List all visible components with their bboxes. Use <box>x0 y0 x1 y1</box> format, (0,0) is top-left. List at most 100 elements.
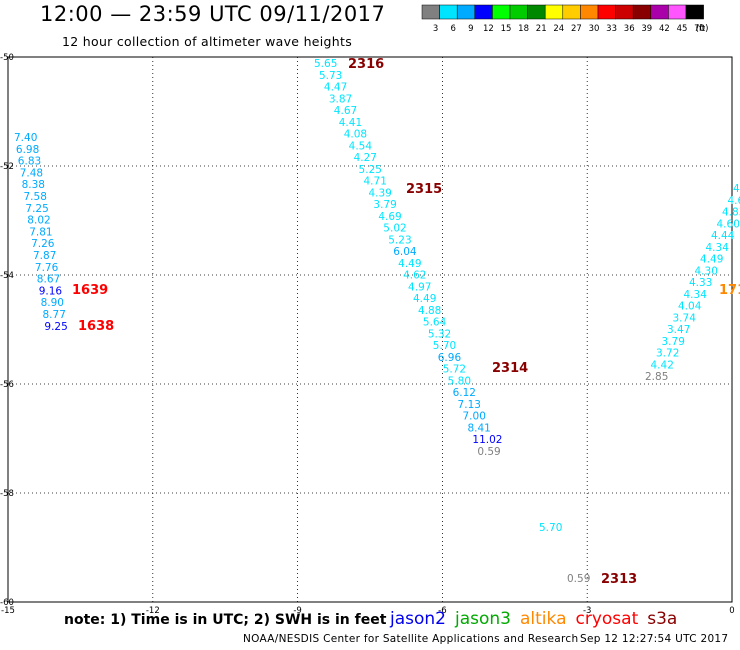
latitude-tick-label: -54 <box>0 271 14 281</box>
wave-height-reading: 9.25 <box>44 321 67 333</box>
wave-height-reading: 4.39 <box>368 187 391 199</box>
wave-height-reading: 2.85 <box>645 371 668 383</box>
wave-height-reading: 4.34 <box>684 289 708 301</box>
wave-height-reading: 5.23 <box>388 234 411 246</box>
wave-height-reading: 4.54 <box>349 140 373 152</box>
wave-height-reading: 4.49 <box>413 293 436 305</box>
wave-height-reading: 4.49 <box>398 258 421 270</box>
scale-label: 27 <box>571 24 582 34</box>
wave-height-reading: 4.04 <box>678 301 702 313</box>
wave-height-reading: 5.72 <box>443 364 466 376</box>
longitude-tick-label: 0 <box>729 606 734 616</box>
pass-id-label: 1638 <box>78 319 114 334</box>
satellite-legend: jason2 jason3 altika cryosat s3a <box>390 609 686 629</box>
scale-label: 36 <box>624 24 635 34</box>
pass-id-label: 2313 <box>601 572 637 587</box>
satellite-altika: altika <box>520 609 567 629</box>
latitude-tick-label: -60 <box>0 598 14 608</box>
wave-height-reading: 5.25 <box>359 164 382 176</box>
pass-id-label: 2314 <box>492 361 528 376</box>
wave-height-reading: 11.02 <box>472 434 502 446</box>
scale-label: 9 <box>468 24 473 34</box>
longitude-tick-label: -6 <box>438 606 446 616</box>
footer-note: note: 1) Time is in UTC; 2) SWH is in fe… <box>64 612 387 628</box>
wave-height-reading: 5.70 <box>433 340 456 352</box>
color-scale-legend: 3 6 9 12 15 18 21 24 27 30 33 36 39 42 45 70(ft) <box>421 4 709 34</box>
longitude-tick-label: -15 <box>1 606 15 616</box>
pass-id-label: 1639 <box>72 283 108 298</box>
wave-height-reading: 4.27 <box>354 152 377 164</box>
scale-swatch <box>685 4 704 20</box>
satellite-cryosat: cryosat <box>575 609 639 629</box>
wave-height-reading: 7.13 <box>458 399 481 411</box>
wave-height-reading: 4.83 <box>722 207 740 219</box>
wave-height-reading: 7.81 <box>29 226 52 238</box>
wave-height-reading: 4.33 <box>689 277 712 289</box>
scale-label: 39 <box>641 24 652 34</box>
wave-height-reading: 7.26 <box>31 238 55 250</box>
wave-height-reading: 4.42 <box>651 359 674 371</box>
wave-height-reading: 0.59 <box>567 573 590 585</box>
scale-label: 12 <box>483 24 494 34</box>
wave-height-reading: 4.71 <box>364 176 387 188</box>
pass-id-label: 2315 <box>406 182 442 197</box>
wave-height-reading: 4.30 <box>695 265 718 277</box>
wave-height-reading: 5.64 <box>423 317 447 329</box>
wave-height-reading: 8.77 <box>43 309 66 321</box>
wave-height-reading: 9.16 <box>39 285 63 297</box>
wave-height-reading: 4.97 <box>408 281 431 293</box>
wave-height-reading: 8.67 <box>37 274 60 286</box>
wave-height-reading: 5.02 <box>383 223 406 235</box>
wave-height-reading: 0.59 <box>477 446 500 458</box>
wave-height-reading: 4.62 <box>403 270 426 282</box>
wave-height-reading: 4.67 <box>334 105 357 117</box>
wave-height-reading: 4.60 <box>717 218 740 230</box>
wave-height-reading: 7.76 <box>35 262 59 274</box>
scale-label: 3 <box>433 24 438 34</box>
wave-height-reading: 3.79 <box>373 199 396 211</box>
wave-height-reading: 4.44 <box>711 230 735 242</box>
page-subtitle: 12 hour collection of altimeter wave hei… <box>62 34 353 49</box>
wave-height-reading: 4.47 <box>324 82 347 94</box>
scale-label: 42 <box>659 24 670 34</box>
wave-height-reading: 8.38 <box>22 179 45 191</box>
wave-height-reading: 3.87 <box>329 93 352 105</box>
wave-height-reading: 4.88 <box>418 305 441 317</box>
pass-id-label: 2316 <box>348 57 384 72</box>
scale-label: 30 <box>589 24 600 34</box>
wave-height-reading: 5.73 <box>319 70 342 82</box>
scale-label: 6 <box>450 24 455 34</box>
wave-height-reading: 4.6 <box>728 195 740 207</box>
wave-height-reading: 7.40 <box>14 132 37 144</box>
scale-label: 18 <box>518 24 529 34</box>
latitude-tick-label: -52 <box>0 162 14 172</box>
longitude-tick-label: -12 <box>146 606 160 616</box>
map-frame <box>7 56 733 603</box>
wave-height-reading: 6.04 <box>393 246 417 258</box>
satellite-jason3: jason3 <box>455 609 511 629</box>
scale-label: 24 <box>553 24 564 34</box>
longitude-tick-label: -9 <box>293 606 301 616</box>
satellite-s3a: s3a <box>647 609 678 629</box>
wave-height-reading: 4. <box>733 183 740 195</box>
wave-height-reading: 4.49 <box>700 254 723 266</box>
wave-height-reading: 3.47 <box>667 324 690 336</box>
scale-label: 70 <box>694 24 705 34</box>
pass-id-label: 171 <box>719 283 740 298</box>
longitude-tick-label: -3 <box>583 606 591 616</box>
scale-unit: (ft) <box>696 24 709 34</box>
wave-height-reading: 4.08 <box>344 129 367 141</box>
wave-height-reading: 4.34 <box>706 242 730 254</box>
credit-line: NOAA/NESDIS Center for Satellite Applica… <box>243 633 579 645</box>
satellite-jason2: jason2 <box>390 609 446 629</box>
latitude-tick-label: -50 <box>0 53 14 63</box>
wave-height-reading: 8.41 <box>467 422 490 434</box>
wave-height-reading: 3.79 <box>662 336 685 348</box>
wave-height-reading: 6.96 <box>438 352 462 364</box>
scale-label: 45 <box>677 24 688 34</box>
wave-height-reading: 3.72 <box>656 348 679 360</box>
wave-height-reading: 4.69 <box>378 211 401 223</box>
page-title: 12:00 — 23:59 UTC 09/11/2017 <box>40 2 386 26</box>
latitude-tick-label: -58 <box>0 489 14 499</box>
